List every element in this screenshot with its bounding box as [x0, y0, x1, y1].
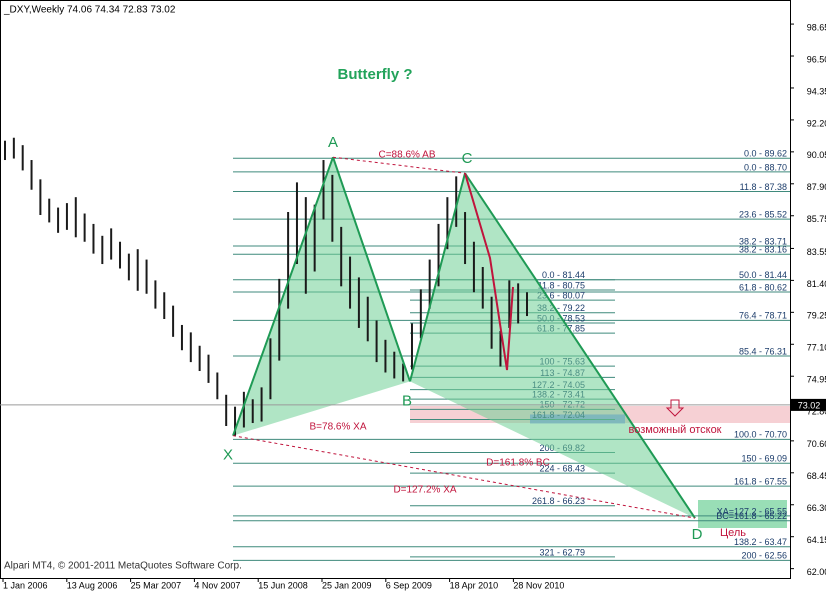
x-tick-label: 25 Mar 2007	[131, 580, 182, 590]
fib-label: 224 - 68.43	[539, 463, 585, 473]
fib-label: 38.2 - 79.22	[537, 303, 585, 313]
y-tick-label: 79.25	[807, 311, 826, 321]
x-tick-label: 4 Nov 2007	[194, 580, 240, 590]
fib-label: 85.4 - 76.31	[739, 346, 787, 356]
ratio-line	[332, 156, 466, 174]
fib-label: 0.0 - 89.62	[744, 149, 787, 159]
y-tick-label: 77.10	[807, 343, 826, 353]
x-tick-label: 18 Apr 2010	[450, 580, 499, 590]
pattern-point-label: D	[692, 526, 703, 543]
ratio-line	[232, 435, 696, 519]
fib-label: 61.8 - 80.62	[739, 282, 787, 292]
fib-label: 23.6 - 85.52	[739, 210, 787, 220]
fib-label: 200 - 62.56	[741, 551, 787, 561]
plot-frame	[0, 0, 791, 579]
x-tick-label: 6 Sep 2009	[386, 580, 432, 590]
y-tick-label: 94.35	[807, 86, 826, 96]
annotation: D=127.2% XA	[393, 485, 456, 496]
y-tick-label: 83.55	[807, 247, 826, 257]
y-tick-label: 68.45	[807, 471, 826, 481]
fib-label: 23.6 - 80.07	[537, 291, 585, 301]
fib-label: 261.8 - 66.23	[532, 496, 585, 506]
y-tick-label: 92.20	[807, 118, 826, 128]
fib-label: 38.2 - 83.71	[739, 236, 787, 246]
x-tick-label: 25 Jan 2009	[322, 580, 372, 590]
y-tick-label: 72.80	[807, 407, 826, 417]
pattern-triangle	[233, 157, 410, 436]
fib-label: 0.0 - 81.44	[542, 270, 585, 280]
y-tick-label: 90.05	[807, 150, 826, 160]
current-price-label: 73.02	[798, 400, 821, 410]
fib-label: 0.0 - 88.70	[744, 162, 787, 172]
current-price-tag	[791, 398, 826, 411]
y-tick-label: 96.50	[807, 54, 826, 64]
pattern-leg	[464, 172, 696, 519]
y-tick-label: 81.40	[807, 279, 826, 289]
y-tick-label: 85.75	[807, 214, 826, 224]
y-tick-label: 74.95	[807, 375, 826, 385]
fib-label: 11.8 - 87.38	[740, 182, 787, 192]
fib-label: 150 - 69.09	[741, 454, 787, 464]
pattern-point-label: A	[328, 134, 338, 151]
cd-leg	[464, 172, 514, 371]
x-tick-label: 15 Jun 2008	[258, 580, 308, 590]
pattern-leg	[232, 156, 334, 436]
fib-label: 38.2 - 83.16	[739, 245, 787, 255]
x-tick-label: 13 Aug 2006	[67, 580, 118, 590]
annotation: D=161.8% BC	[486, 458, 550, 469]
x-tick-label: 28 Nov 2010	[513, 580, 564, 590]
fib-label: 100.0 - 70.70	[734, 430, 787, 440]
fib-label: XA=127.2 - 65.55	[717, 506, 787, 516]
fib-label: 76.4 - 78.71	[739, 311, 787, 321]
chart-title: Butterfly ?	[338, 66, 413, 83]
pattern-point-label: C	[462, 150, 473, 167]
fib-label: 11.8 - 80.75	[538, 280, 585, 290]
y-tick-label: 98.65	[807, 22, 826, 32]
y-tick-label: 87.90	[807, 182, 826, 192]
fib-label: BC=161.8 - 65.22	[716, 511, 787, 521]
pattern-triangle	[410, 173, 695, 519]
header: _DXY,Weekly 74.06 74.34 72.83 73.02	[3, 5, 176, 16]
copyright: Alpari MT4, © 2001-2011 MetaQuotes Softw…	[4, 561, 242, 572]
y-tick-label: 62.00	[807, 567, 826, 577]
fib-label: 50.0 - 81.44	[739, 270, 787, 280]
annotation: C=88.6% AB	[379, 150, 436, 161]
pattern-leg	[409, 172, 466, 382]
fib-label: 138.2 - 63.47	[734, 537, 787, 547]
target-zone	[698, 500, 787, 528]
y-tick-label: 64.15	[807, 535, 826, 545]
annotation: B=78.6% XA	[310, 422, 367, 433]
pattern-point-label: B	[402, 392, 412, 409]
x-tick-label: 1 Jan 2006	[3, 580, 48, 590]
y-tick-label: 66.30	[807, 503, 826, 513]
arrow-down	[665, 399, 685, 417]
pattern-leg	[332, 156, 411, 382]
pattern-point-label: X	[223, 447, 233, 464]
annotation: возможный отскок	[628, 424, 721, 436]
y-tick-label: 70.60	[807, 439, 826, 449]
fib-label: 321 - 62.79	[539, 547, 585, 557]
fib-label: 161.8 - 67.55	[734, 477, 787, 487]
annotation: Цель	[720, 527, 746, 539]
